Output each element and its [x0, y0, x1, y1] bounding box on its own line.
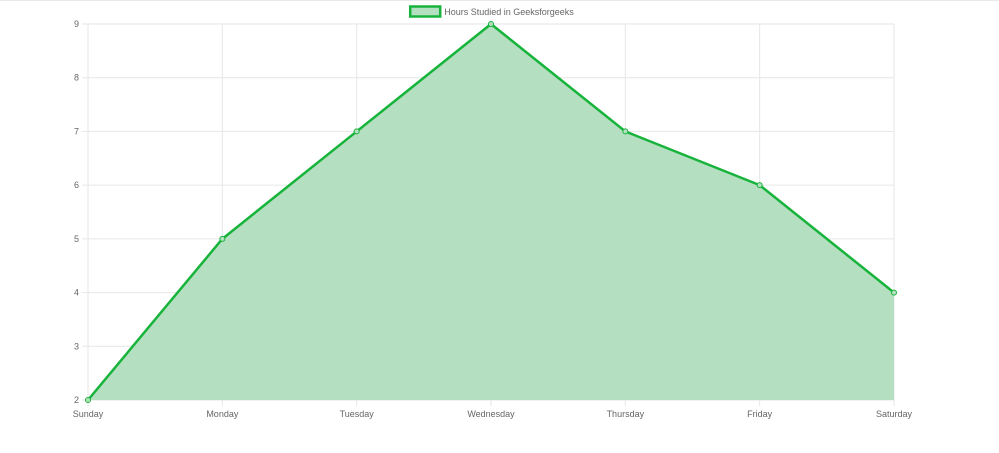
x-tick-label: Sunday	[73, 409, 104, 419]
x-tick-label: Friday	[747, 409, 773, 419]
points-layer	[85, 21, 897, 403]
y-tick-label: 6	[74, 180, 79, 190]
series-area	[88, 24, 894, 400]
y-tick-label: 8	[74, 73, 79, 83]
data-point[interactable]	[219, 235, 226, 242]
data-point[interactable]	[891, 289, 897, 296]
y-tick-label: 2	[74, 395, 79, 405]
data-point[interactable]	[756, 182, 763, 189]
top-divider	[0, 0, 999, 1]
data-point[interactable]	[85, 397, 91, 403]
x-tick-label: Thursday	[607, 409, 645, 419]
x-tick-label: Wednesday	[467, 409, 515, 419]
x-tick-label: Tuesday	[340, 409, 375, 419]
x-tick-label: Saturday	[876, 409, 913, 419]
x-tick-label: Monday	[206, 409, 239, 419]
y-tick-label: 3	[74, 341, 79, 351]
y-tick-label: 4	[74, 288, 79, 298]
y-tick-label: 5	[74, 234, 79, 244]
legend-swatch	[408, 5, 442, 18]
legend[interactable]: Hours Studied in Geeksforgeeks	[408, 5, 574, 18]
data-point[interactable]	[353, 128, 360, 135]
y-tick-label: 9	[74, 19, 79, 29]
y-tick-label: 7	[74, 126, 79, 136]
legend-label: Hours Studied in Geeksforgeeks	[444, 7, 574, 17]
x-axis-ticks: Sunday Monday Tuesday Wednesday Thursday Frid…	[73, 409, 913, 419]
data-point[interactable]	[488, 21, 494, 27]
y-axis-ticks: 2 3 4 5 6 7 8 9	[74, 19, 79, 405]
data-point[interactable]	[622, 128, 629, 135]
area-layer	[87, 22, 895, 401]
